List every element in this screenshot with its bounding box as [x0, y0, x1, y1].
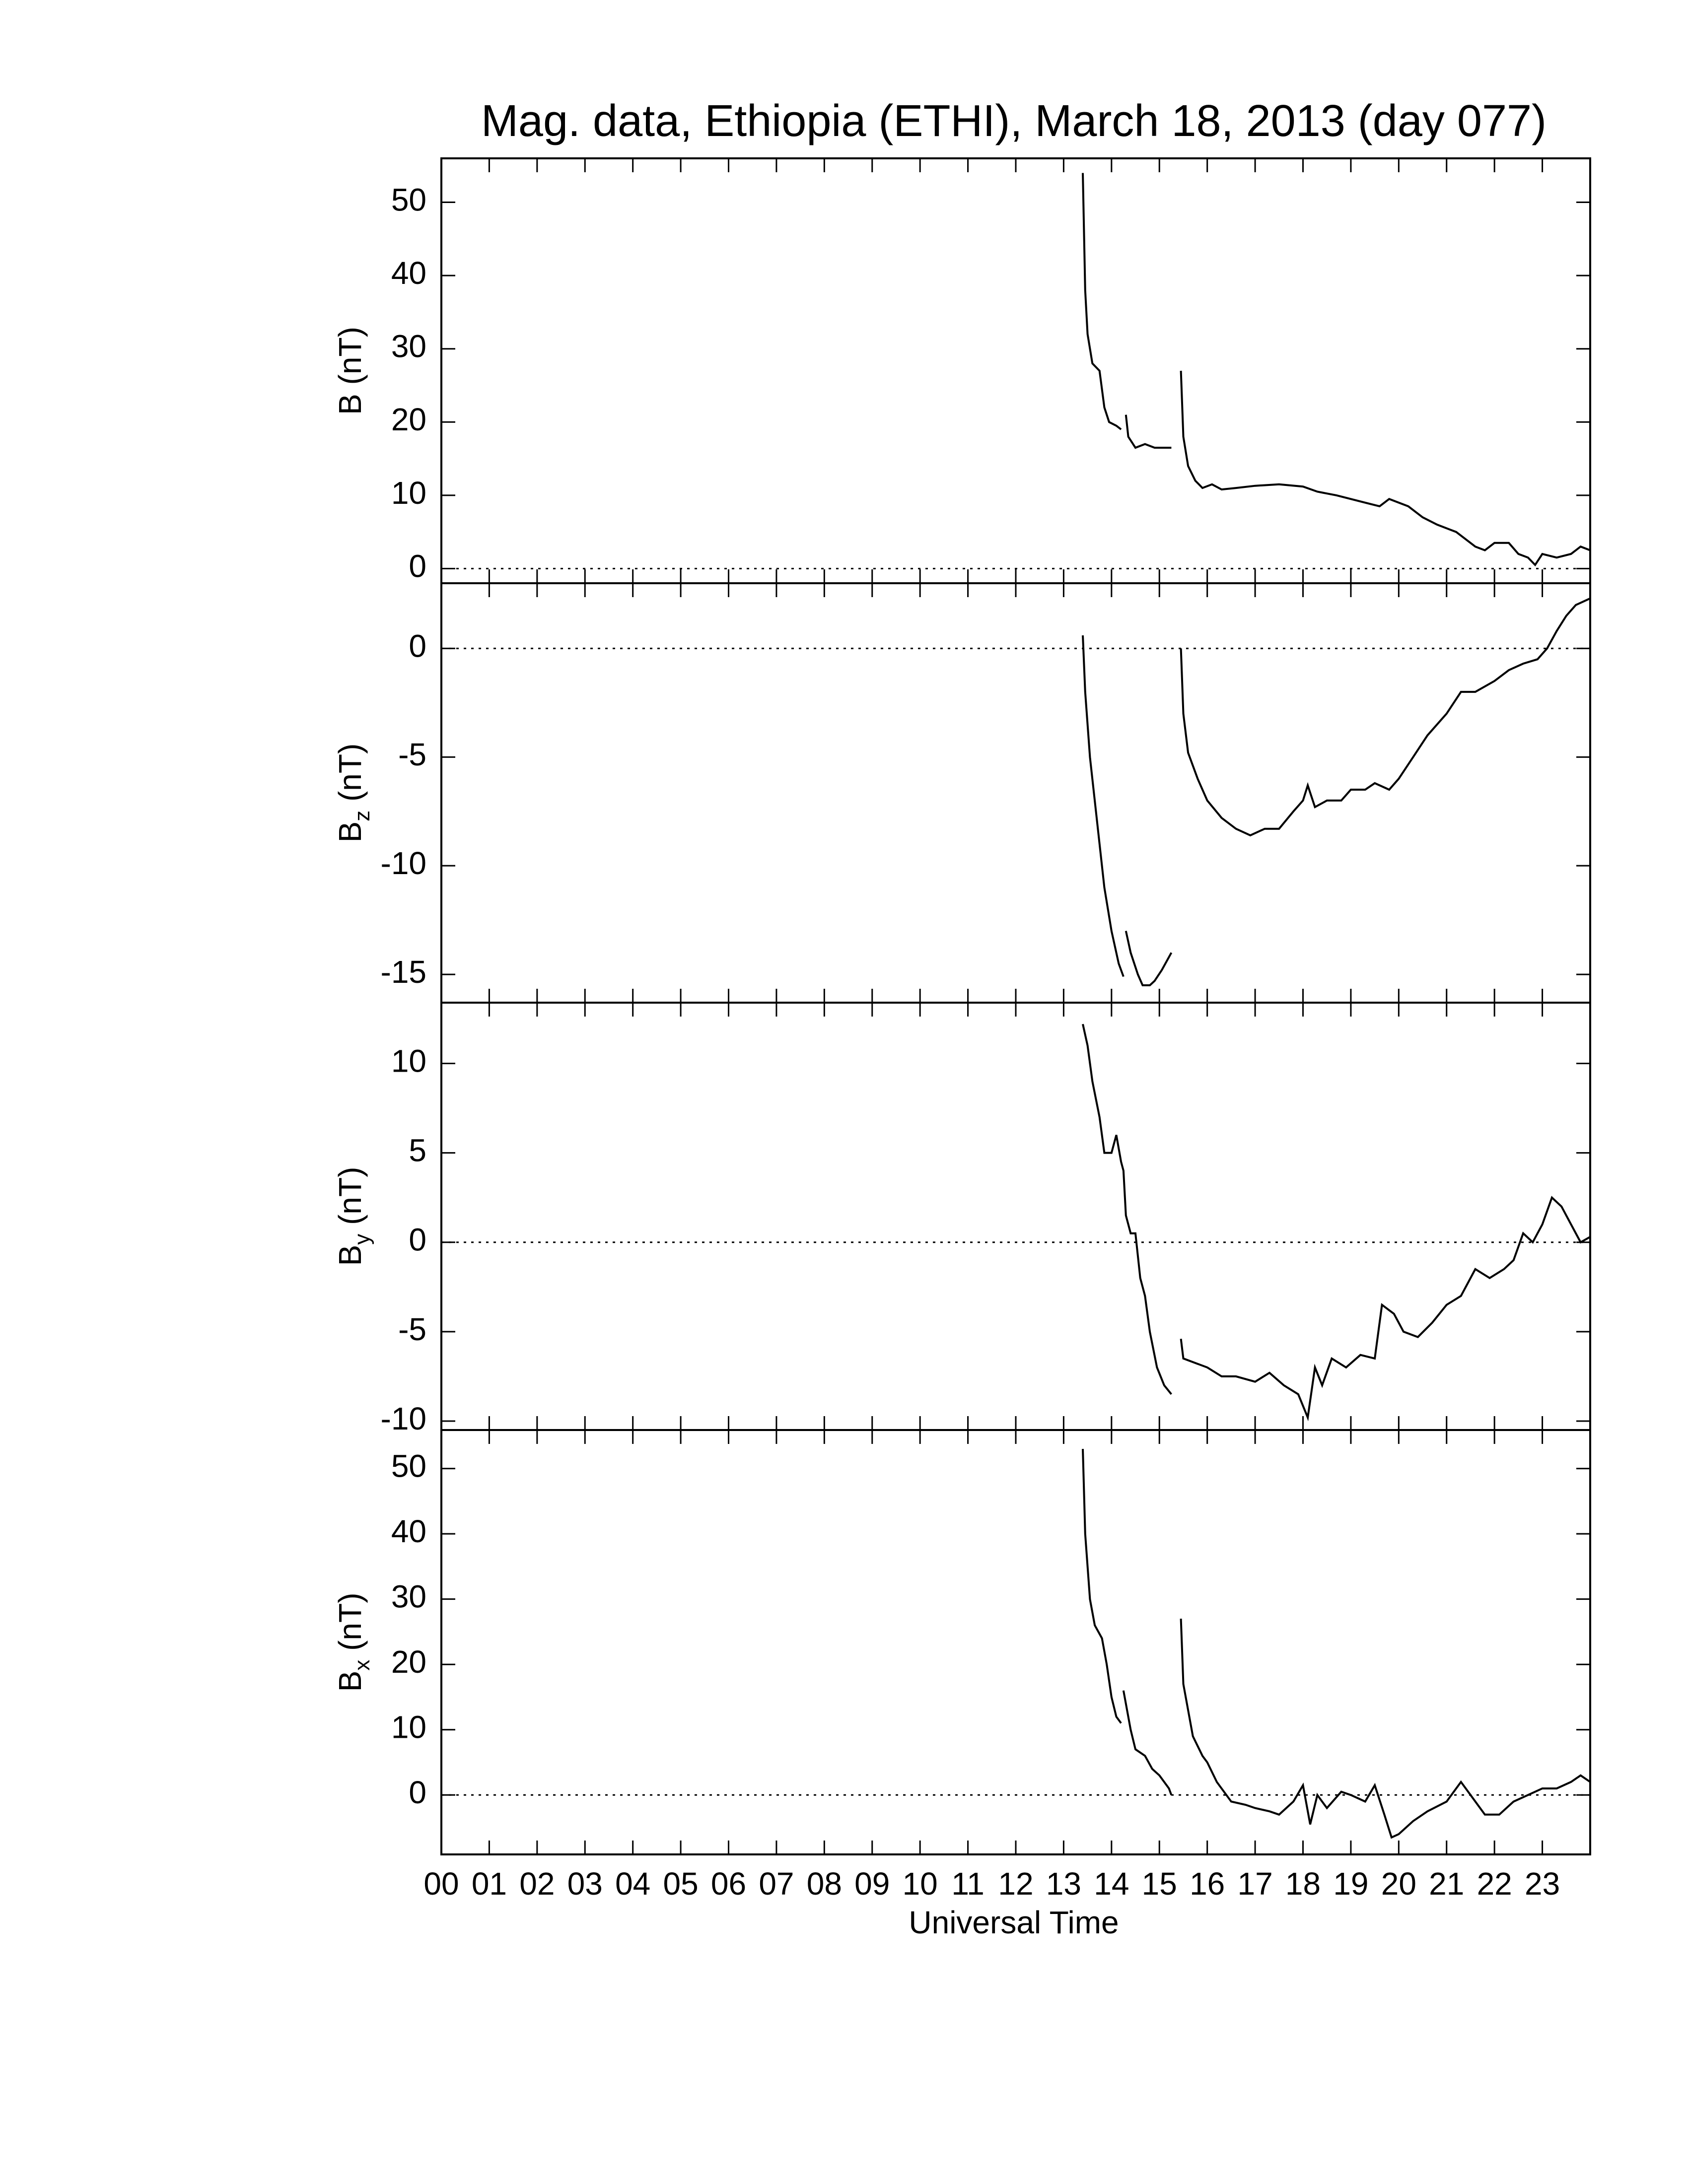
x-tick-label: 12: [998, 1866, 1033, 1902]
x-tick-label: 20: [1381, 1866, 1416, 1902]
y-tick-label: 50: [391, 182, 426, 217]
x-tick-label: 06: [711, 1866, 746, 1902]
y-tick-label: 0: [409, 548, 426, 584]
y-axis-label-unit: (nT): [332, 1167, 368, 1234]
x-tick-label: 16: [1190, 1866, 1225, 1902]
y-axis-label-subscript: x: [350, 1660, 374, 1671]
y-axis-label-symbol: B: [332, 1671, 368, 1692]
x-tick-label: 22: [1477, 1866, 1512, 1902]
y-axis-label-symbol: B: [332, 1245, 368, 1266]
x-tick-label: 14: [1094, 1866, 1129, 1902]
y-tick-label: -10: [381, 1401, 427, 1436]
x-tick-label: 21: [1429, 1866, 1464, 1902]
x-axis-label: Universal Time: [909, 1905, 1119, 1940]
y-tick-label: 20: [391, 1644, 426, 1680]
x-tick-label: 11: [951, 1866, 984, 1902]
y-tick-label: -15: [381, 954, 427, 990]
x-tick-label: 18: [1285, 1866, 1321, 1902]
y-axis-label-subscript: z: [350, 811, 374, 821]
y-axis-label: Bz (nT): [332, 744, 374, 843]
x-tick-label: 23: [1525, 1866, 1560, 1902]
y-tick-label: 40: [391, 1513, 426, 1549]
y-axis-label-symbol: B: [332, 394, 368, 415]
x-tick-label: 05: [663, 1866, 698, 1902]
y-tick-label: 10: [391, 1709, 426, 1745]
plot-frame: [440, 1429, 1591, 1855]
x-tick-label: 03: [567, 1866, 603, 1902]
y-axis-label: By (nT): [332, 1167, 374, 1266]
y-tick-label: 5: [409, 1133, 426, 1168]
y-tick-label: 40: [391, 255, 426, 291]
data-line: [1082, 597, 1591, 986]
y-tick-label: -10: [381, 845, 427, 881]
y-axis-label-unit: (nT): [332, 1593, 368, 1660]
y-tick-label: -5: [398, 737, 426, 772]
x-tick-label: 00: [423, 1866, 459, 1902]
y-axis-label-unit: (nT): [332, 327, 368, 394]
y-tick-label: -5: [398, 1311, 426, 1347]
x-tick-label: 04: [615, 1866, 650, 1902]
y-axis-label-unit: (nT): [332, 744, 368, 811]
chart-title: Mag. data, Ethiopia (ETHI), March 18, 20…: [481, 96, 1547, 146]
y-tick-label: 30: [391, 1579, 426, 1615]
y-tick-label: 0: [409, 1774, 426, 1810]
x-tick-label: 15: [1142, 1866, 1177, 1902]
x-tick-label: 10: [903, 1866, 938, 1902]
plot-frame: [440, 582, 1591, 1004]
y-tick-label: 50: [391, 1448, 426, 1484]
y-tick-label: 30: [391, 329, 426, 364]
plot-frame: [440, 1002, 1591, 1431]
y-axis-label: B (nT): [332, 327, 368, 415]
y-tick-label: 10: [391, 1043, 426, 1079]
y-axis-label-symbol: B: [332, 821, 368, 843]
data-line: [1082, 1024, 1591, 1422]
y-axis-label: Bx (nT): [332, 1593, 374, 1692]
x-tick-label: 17: [1237, 1866, 1272, 1902]
y-tick-label: 20: [391, 402, 426, 437]
x-tick-label: 19: [1333, 1866, 1368, 1902]
y-axis-label-subscript: y: [350, 1234, 374, 1245]
data-line: [1082, 1449, 1591, 1839]
x-tick-label: 02: [519, 1866, 555, 1902]
x-tick-label: 01: [472, 1866, 507, 1902]
y-tick-label: 0: [409, 628, 426, 664]
x-tick-label: 08: [807, 1866, 842, 1902]
y-tick-label: 10: [391, 475, 426, 511]
data-line: [1082, 173, 1591, 567]
x-tick-label: 13: [1046, 1866, 1081, 1902]
plot-frame: [440, 157, 1591, 584]
y-tick-label: 0: [409, 1222, 426, 1258]
x-tick-label: 07: [759, 1866, 794, 1902]
x-tick-label: 09: [854, 1866, 890, 1902]
